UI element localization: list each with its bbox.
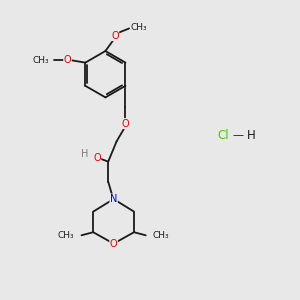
Text: Cl: Cl [217, 129, 229, 142]
Text: —: — [232, 130, 243, 140]
Text: O: O [110, 238, 117, 249]
Text: O: O [64, 55, 71, 65]
Text: CH₃: CH₃ [130, 23, 147, 32]
Text: CH₃: CH₃ [153, 231, 169, 240]
Text: H: H [81, 149, 88, 159]
Text: N: N [110, 194, 117, 204]
Text: CH₃: CH₃ [32, 56, 49, 65]
Text: CH₃: CH₃ [58, 231, 74, 240]
Text: O: O [93, 153, 101, 163]
Text: O: O [122, 118, 129, 128]
Text: H: H [247, 129, 255, 142]
Text: O: O [111, 31, 119, 40]
